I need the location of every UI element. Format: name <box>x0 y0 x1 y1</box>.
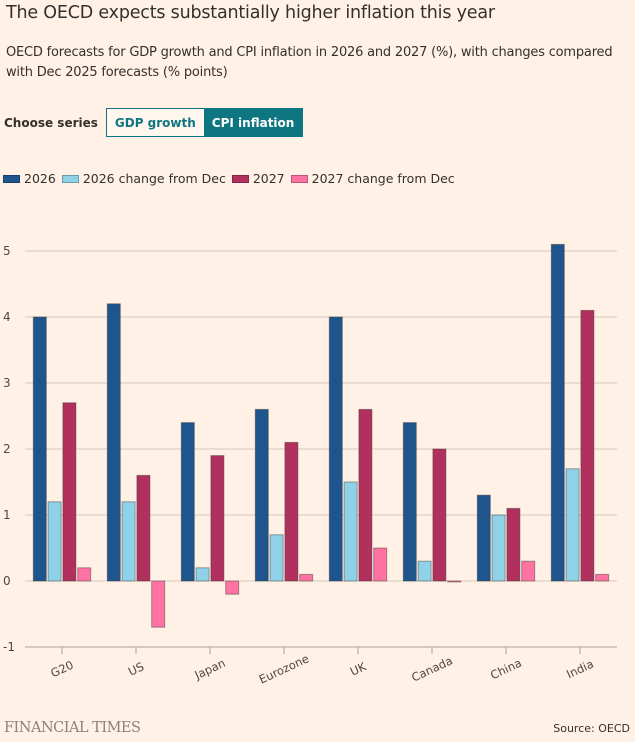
legend-label: 2027 <box>252 171 285 186</box>
y-tick-label: 5 <box>3 244 11 258</box>
bar-china-0 <box>476 494 491 582</box>
chart-subtitle: OECD forecasts for GDP growth and CPI in… <box>6 45 613 80</box>
bar-uk-3 <box>373 547 388 582</box>
bar-g20-1 <box>47 501 62 582</box>
bar-india-0 <box>550 243 565 582</box>
legend-swatch-2026 <box>3 174 20 183</box>
x-tick-label: China <box>488 656 524 683</box>
x-tick-label: G20 <box>48 658 75 681</box>
legend-label: 2026 change from Dec <box>82 171 226 186</box>
bar-japan-1 <box>195 567 210 582</box>
bar-china-2 <box>506 507 521 582</box>
x-tick-label: UK <box>348 659 369 679</box>
bar-eurozone-0 <box>254 408 269 582</box>
bar-china-1 <box>491 514 506 582</box>
legend-label: 2026 <box>24 171 56 186</box>
legend-swatch-2027-change <box>290 174 308 183</box>
y-tick-label: 2 <box>3 442 11 456</box>
y-tick-label: 3 <box>3 376 11 390</box>
legend-item-2027-change: 2027 change from Dec <box>290 171 455 186</box>
bar-us-3 <box>151 580 166 628</box>
bar-india-2 <box>580 309 595 582</box>
bar-uk-2 <box>358 408 373 582</box>
bar-uk-0 <box>328 316 343 582</box>
legend-item-2026: 2026 <box>3 171 56 186</box>
bar-india-3 <box>595 573 610 582</box>
legend-item-2027: 2027 <box>231 171 285 186</box>
y-tick-label: 0 <box>3 574 11 588</box>
chart-title: The OECD expects substantially higher in… <box>6 3 495 23</box>
y-tick-label: 1 <box>3 508 11 522</box>
series-chooser: Choose series GDP growth CPI inflation <box>4 108 304 137</box>
bar-eurozone-3 <box>299 573 314 582</box>
bar-eurozone-1 <box>269 534 284 582</box>
legend-swatch-2026-change <box>61 174 79 183</box>
legend-item-2026-change: 2026 change from Dec <box>61 171 226 186</box>
bar-canada-0 <box>402 422 417 582</box>
legend-label: 2027 change from Dec <box>311 171 455 186</box>
bar-india-1 <box>565 468 580 582</box>
bar-us-1 <box>121 501 136 582</box>
bar-canada-1 <box>417 560 432 582</box>
bar-japan-0 <box>180 422 195 582</box>
bar-eurozone-2 <box>284 441 299 582</box>
x-tick-label: US <box>126 659 146 678</box>
bar-us-0 <box>106 303 121 582</box>
x-tick-label: Canada <box>409 653 455 684</box>
bar-canada-3 <box>447 580 462 583</box>
ft-logo: FINANCIAL TIMES <box>4 720 141 736</box>
x-tick-label: Japan <box>192 656 228 683</box>
bar-us-2 <box>136 474 151 582</box>
gdp-growth-button[interactable]: GDP growth <box>106 109 204 136</box>
bar-g20-3 <box>77 567 92 582</box>
bar-g20-2 <box>62 402 77 582</box>
x-tick-label: India <box>564 657 596 682</box>
cpi-inflation-button[interactable]: CPI inflation <box>203 109 303 136</box>
series-toggle: GDP growth CPI inflation <box>105 108 304 137</box>
bar-uk-1 <box>343 481 358 582</box>
source-note: Source: OECD <box>553 722 630 735</box>
series-chooser-label: Choose series <box>4 115 98 130</box>
y-tick-label: -1 <box>3 640 15 654</box>
bar-japan-3 <box>225 580 240 595</box>
y-tick-label: 4 <box>3 310 11 324</box>
x-tick-label: Eurozone <box>257 651 311 686</box>
bar-canada-2 <box>432 448 447 582</box>
bar-g20-0 <box>32 316 47 582</box>
legend: 2026 2026 change from Dec 2027 2027 chan… <box>3 171 461 186</box>
bar-japan-2 <box>210 455 225 582</box>
bar-china-3 <box>521 560 536 582</box>
legend-swatch-2027 <box>231 174 249 183</box>
